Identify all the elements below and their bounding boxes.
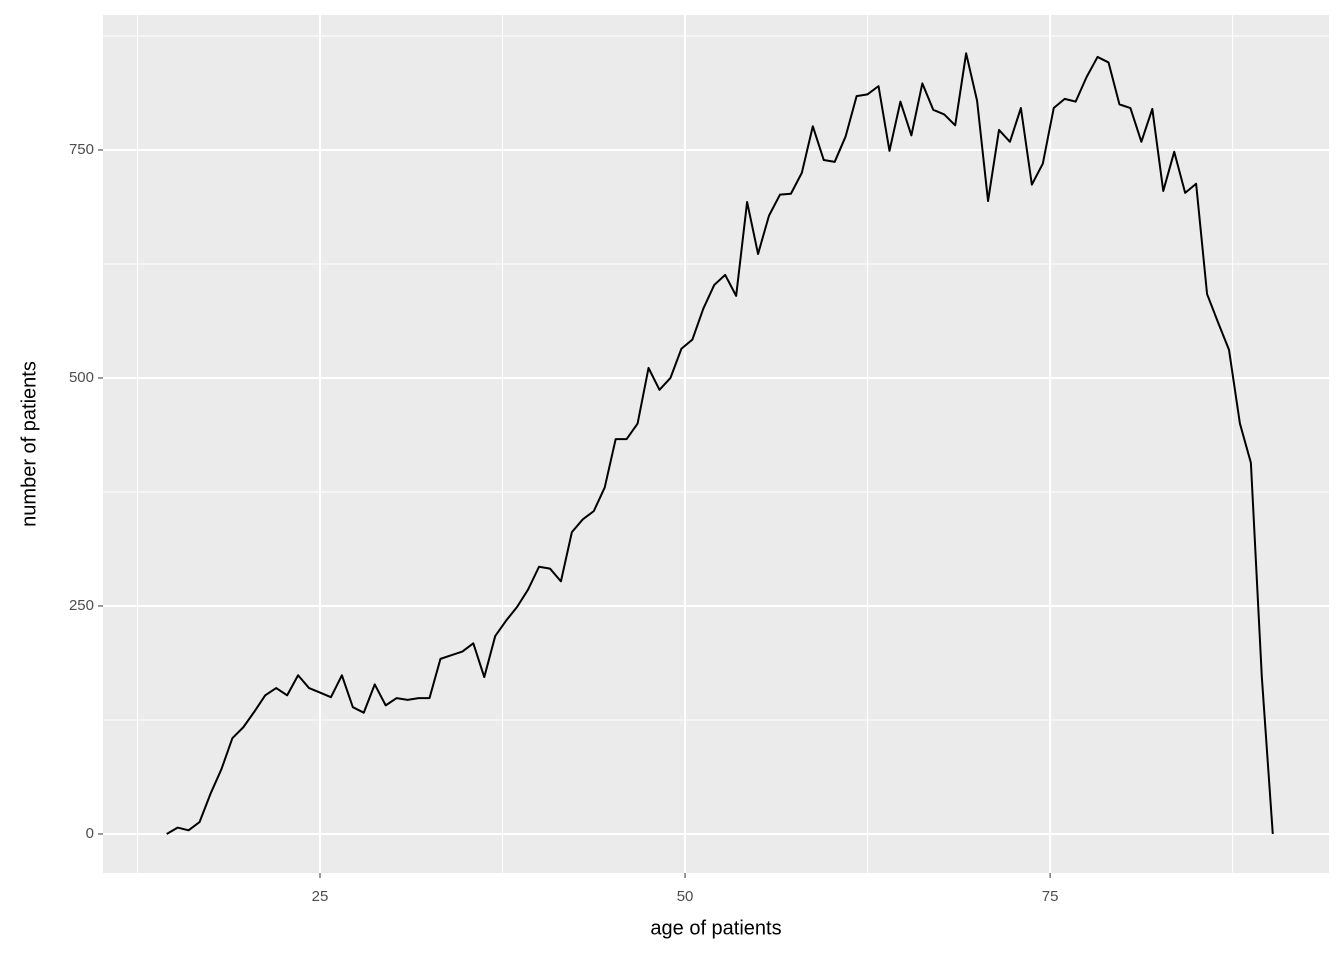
- y-tick-label: 750: [69, 141, 94, 158]
- y-axis-title: number of patients: [18, 361, 40, 527]
- x-tick-label: 75: [1042, 888, 1059, 905]
- y-tick-label: 0: [86, 825, 94, 842]
- x-tick-label: 25: [312, 888, 329, 905]
- y-tick-label: 250: [69, 597, 94, 614]
- panel: [103, 15, 1329, 873]
- x-axis-title: age of patients: [650, 917, 781, 939]
- data-line: [166, 52, 1274, 835]
- x-tick-label: 50: [677, 888, 694, 905]
- y-tick-label: 500: [69, 369, 94, 386]
